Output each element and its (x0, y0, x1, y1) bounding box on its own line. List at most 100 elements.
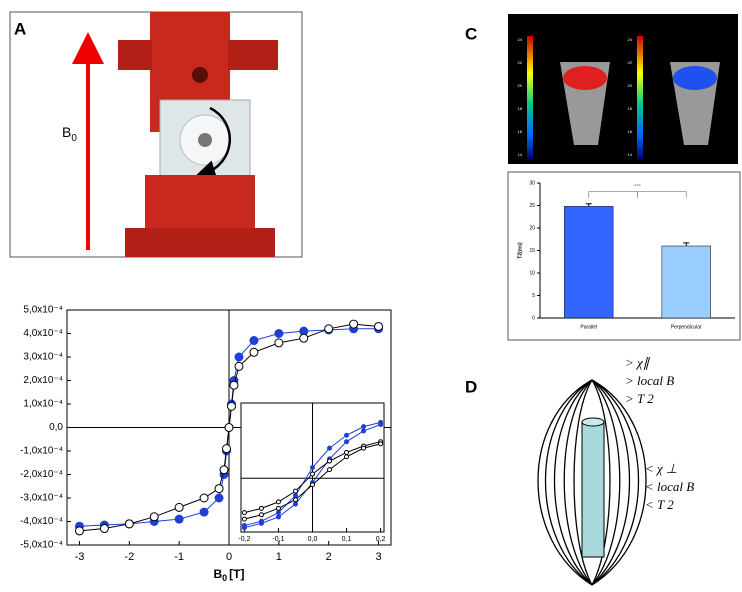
y-tick-label: 15 (529, 248, 535, 254)
data-point (149, 512, 159, 522)
data-point (374, 321, 384, 331)
property-text: > local B (625, 373, 674, 388)
data-point (361, 428, 367, 434)
data-point (344, 439, 350, 445)
data-point (324, 324, 334, 334)
property-text: < local B (645, 479, 694, 494)
colorbar-tick: 18 (518, 106, 523, 111)
x-tick-label: -3 (75, 551, 85, 563)
colorbar-tick: 22 (628, 60, 633, 65)
x-tick-label: -2 (124, 551, 134, 563)
x-tick-label: 0,0 (308, 536, 318, 543)
panel-d: D > χ∥ > local B > T 2 < χ ⊥ < local B < T 2 (465, 355, 694, 586)
data-point (274, 338, 284, 348)
x-tick-label: Perpendicular (671, 324, 702, 330)
colorbar-tick: 20 (628, 83, 633, 88)
annotation: *** (634, 184, 642, 190)
x-axis-sub: 0 (222, 573, 227, 583)
property-text: > T 2 (625, 391, 654, 406)
y-tick-label: 10 (529, 270, 535, 276)
data-point (214, 493, 224, 503)
data-point (344, 449, 350, 455)
data-point (310, 471, 315, 477)
data-point (378, 441, 384, 447)
data-point (124, 519, 134, 529)
data-point (199, 493, 209, 503)
colorbar-tick: 18 (628, 106, 633, 111)
property-text: > χ∥ (625, 355, 651, 370)
data-point (174, 514, 184, 524)
colorbar-tick: 24 (518, 37, 523, 42)
sample-blue (673, 66, 717, 90)
data-point (292, 488, 298, 494)
data-point (349, 319, 359, 329)
data-point (219, 465, 229, 475)
colorbar-tick: 16 (628, 129, 633, 134)
y-tick-label: 1,0x10⁻⁴ (23, 399, 63, 410)
data-point (99, 524, 109, 534)
y-tick-label: -4,0x10⁻⁴ (20, 516, 63, 527)
data-point (249, 336, 259, 346)
data-point (249, 347, 259, 357)
y-tick-label: 4,0x10⁻⁴ (23, 328, 63, 339)
error-bar (585, 203, 592, 207)
data-point (229, 380, 239, 390)
data-point (224, 423, 234, 432)
base (125, 228, 275, 257)
x-tick-label: -0,1 (272, 536, 284, 543)
y-tick-label: 0,0 (49, 422, 63, 433)
significance-bracket (588, 191, 687, 198)
data-point (344, 432, 350, 438)
data-point (241, 525, 247, 531)
colorbar-tick: 20 (518, 83, 523, 88)
x-axis-unit: [T] (229, 567, 244, 581)
colorbar-tick: 14 (628, 152, 633, 157)
y-tick-label: 5,0x10⁻⁴ (23, 305, 63, 316)
x-tick-label: 0,2 (376, 536, 386, 543)
data-point (258, 505, 264, 511)
bar (564, 206, 614, 319)
data-point (241, 510, 247, 516)
data-point (378, 422, 384, 427)
colorbar (527, 36, 533, 160)
y-tick-label: -1,0x10⁻⁴ (20, 446, 63, 457)
data-point (222, 444, 232, 454)
wing (228, 40, 278, 70)
data-point (275, 514, 281, 520)
y-tick-label: 30 (529, 180, 535, 186)
x-tick-label: -1 (174, 551, 184, 563)
colorbar-tick: 22 (518, 60, 523, 65)
x-tick-label: 1 (276, 551, 282, 563)
colorbar-tick: 24 (628, 37, 633, 42)
panel-a: A B0 (9, 11, 303, 258)
field-lines (537, 379, 647, 586)
panel-label: D (465, 377, 477, 396)
data-point (234, 352, 244, 362)
data-point (275, 499, 281, 505)
colorbar-tick: 16 (518, 129, 523, 134)
data-point (344, 454, 350, 460)
sample-core (198, 133, 212, 147)
data-point (226, 401, 236, 411)
data-point (310, 465, 315, 470)
data-point (274, 329, 284, 338)
data-point (299, 333, 309, 343)
x-axis-label: B (213, 567, 222, 581)
data-point (292, 501, 298, 507)
cylinder (581, 421, 605, 558)
property-text: < T 2 (645, 497, 674, 512)
y-tick-label: -3,0x10⁻⁴ (20, 493, 63, 504)
data-point (74, 526, 84, 536)
y-tick-label: 3,0x10⁻⁴ (23, 352, 63, 363)
field-label: B0 (62, 124, 77, 144)
y-tick-label: 20 (529, 225, 535, 231)
bar (661, 245, 711, 319)
data-point (327, 458, 333, 464)
sample-red (563, 66, 607, 90)
data-point (275, 510, 281, 516)
y-tick-label: 0 (532, 315, 535, 321)
y-axis-label: T2(ms) (517, 242, 523, 259)
panel-c: C 24 24 22 22 20 20 18 18 16 16 14 14 (465, 14, 738, 164)
field-sub: 0 (71, 133, 77, 144)
data-point (361, 445, 367, 451)
